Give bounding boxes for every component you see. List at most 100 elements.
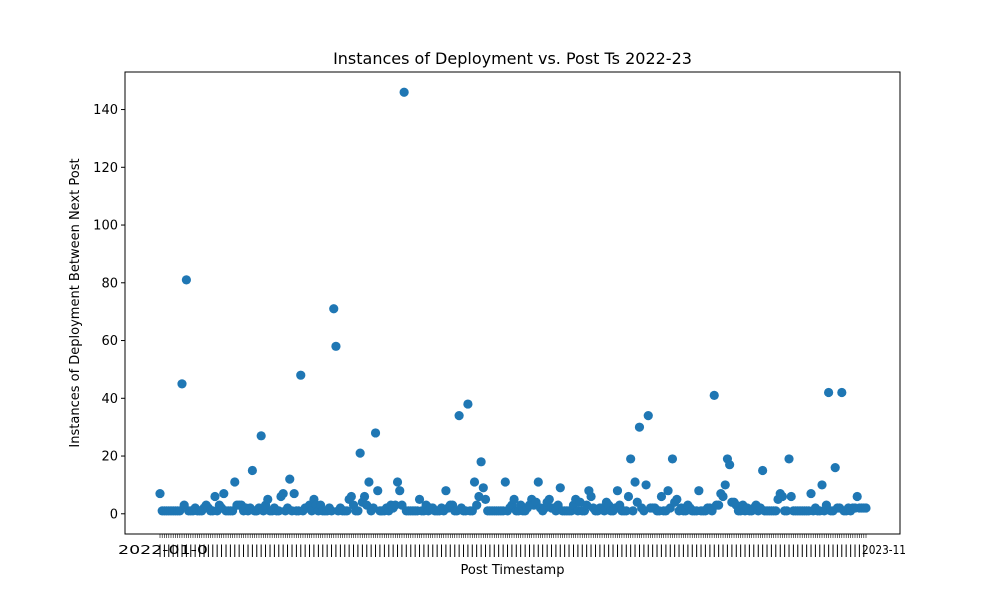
data-point (544, 494, 554, 504)
x-tick-label: | (501, 543, 505, 557)
data-point (709, 390, 719, 400)
x-tick-label: | (334, 543, 338, 557)
x-tick-label: | (527, 543, 531, 557)
x-tick-label: | (787, 543, 791, 557)
data-point (373, 486, 383, 496)
x-tick-label: | (246, 543, 250, 557)
x-tick-label: | (809, 543, 813, 557)
x-tick-label: | (607, 543, 611, 557)
data-point (274, 506, 284, 516)
x-tick-label: | (743, 543, 747, 557)
x-tick-label: | (259, 543, 263, 557)
x-tick-label: | (646, 543, 650, 557)
x-tick-label: | (567, 543, 571, 557)
data-point (758, 465, 768, 476)
x-tick-label: | (237, 543, 241, 557)
x-tick-label: | (184, 543, 188, 557)
x-tick-label: | (180, 543, 184, 557)
x-tick-label: | (831, 543, 835, 557)
x-tick-label: | (778, 543, 782, 557)
x-tick-label: | (800, 543, 804, 557)
x-tick-label: | (791, 543, 795, 557)
data-point (399, 87, 409, 97)
x-tick-label: | (849, 543, 853, 557)
x-tick-label: | (400, 543, 404, 557)
x-tick-label: | (699, 543, 703, 557)
x-tick-label: | (602, 543, 606, 557)
data-point (210, 491, 220, 502)
x-tick-label: | (435, 543, 439, 557)
x-tick-label: | (268, 543, 272, 557)
data-point (247, 465, 257, 476)
x-tick-label: | (242, 543, 246, 557)
data-point (392, 477, 403, 487)
y-tick-label: 100 (93, 219, 118, 234)
data-point (296, 370, 306, 380)
x-tick-label: | (554, 543, 558, 557)
x-tick-label: | (352, 543, 356, 557)
data-point (326, 506, 337, 516)
x-tick-label: | (250, 543, 254, 557)
data-point (364, 477, 374, 487)
x-tick-label: | (316, 543, 320, 557)
x-tick-label: | (681, 543, 685, 557)
data-point (359, 491, 370, 502)
x-tick-label: | (589, 543, 593, 557)
x-tick-label: | (224, 543, 228, 557)
x-tick-label: | (624, 543, 628, 557)
x-tick-label: | (294, 543, 298, 557)
x-tick-label: | (448, 543, 452, 557)
data-point (353, 506, 363, 516)
x-tick-label: | (189, 543, 193, 557)
x-tick-label: | (862, 543, 866, 557)
data-point (500, 477, 510, 487)
x-tick-label: | (466, 543, 470, 557)
x-tick-label: | (739, 543, 743, 557)
y-tick-label: 40 (101, 392, 118, 407)
data-point (626, 454, 636, 464)
x-tick-label: | (483, 543, 487, 557)
x-tick-label: | (563, 543, 567, 557)
data-point (414, 494, 425, 504)
data-point (177, 379, 187, 389)
data-point (837, 387, 847, 398)
x-tick-label: | (620, 543, 624, 557)
data-point (355, 448, 365, 458)
x-tick-label: | (444, 543, 448, 557)
data-point (329, 304, 339, 314)
plot-background (125, 72, 900, 534)
x-tick-label: | (198, 543, 202, 557)
x-tick-label: | (629, 543, 633, 557)
data-point (533, 477, 543, 487)
x-tick-label: | (325, 543, 329, 557)
data-point (155, 488, 165, 499)
data-point (786, 491, 796, 502)
x-tick-label: | (308, 543, 312, 557)
data-point (824, 387, 834, 398)
x-tick-label: | (431, 543, 435, 557)
data-point (817, 480, 827, 490)
data-point (694, 486, 704, 496)
data-point (285, 474, 295, 484)
x-tick-label: | (220, 543, 224, 557)
x-tick-label: | (545, 543, 549, 557)
x-tick-label: | (396, 543, 400, 557)
x-tick-label: | (356, 543, 360, 557)
x-tick-label: | (853, 543, 857, 557)
data-point (181, 275, 191, 285)
x-tick-label: | (857, 543, 861, 557)
x-tick-label: | (461, 543, 465, 557)
x-tick-label: | (536, 543, 540, 557)
x-tick-label: | (725, 543, 729, 557)
x-tick-label: | (523, 543, 527, 557)
data-point (630, 477, 640, 487)
x-tick-label: | (717, 543, 721, 557)
x-tick-label: | (228, 543, 232, 557)
x-tick-label: | (571, 543, 575, 557)
data-point (370, 428, 381, 438)
x-tick-label: | (827, 543, 831, 557)
data-point (777, 491, 788, 502)
data-point (278, 488, 288, 499)
x-tick-label: | (215, 543, 219, 557)
x-tick-label: | (475, 543, 479, 557)
